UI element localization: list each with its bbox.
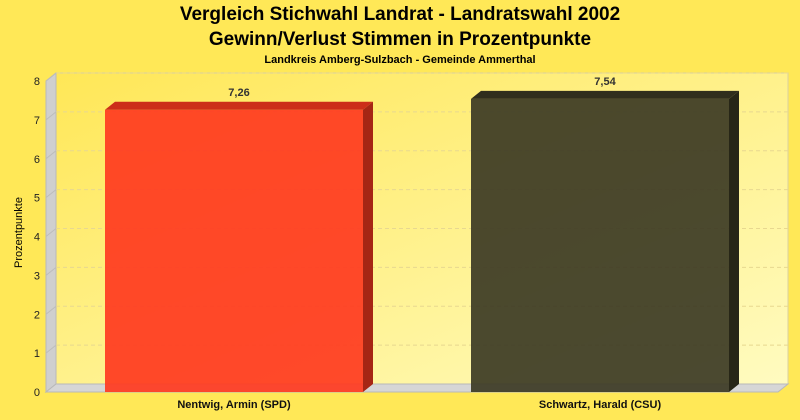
- gridline-side: [45, 344, 57, 354]
- x-tick-label: Nentwig, Armin (SPD): [177, 399, 291, 411]
- gridline-side: [45, 305, 57, 315]
- y-tick-label: 3: [34, 270, 40, 282]
- chart-title: Vergleich Stichwahl Landrat - Landratswa…: [179, 4, 621, 25]
- bar-side: [363, 101, 373, 392]
- y-tick-label: 0: [34, 387, 40, 399]
- chart-subtitle: Landkreis Amberg-Sulzbach - Gemeinde Amm…: [264, 54, 536, 66]
- data-label: 7,54: [594, 76, 616, 88]
- y-tick-label: 2: [34, 309, 40, 321]
- x-tick-label: Schwartz, Harald (CSU): [539, 399, 662, 411]
- y-tick-label: 8: [34, 76, 40, 88]
- bar-side: [729, 90, 739, 392]
- gridline-side: [45, 266, 57, 276]
- data-label: 7,26: [228, 87, 249, 99]
- y-tick-label: 5: [34, 193, 40, 205]
- gridline-side: [45, 72, 57, 82]
- bar-top: [471, 90, 739, 99]
- bar: [105, 109, 363, 392]
- gridline-side: [45, 228, 57, 237]
- y-tick-label: 1: [34, 348, 40, 360]
- gridline-side: [45, 189, 57, 199]
- y-axis-title: Prozentpunkte: [13, 197, 25, 268]
- bar-top: [105, 101, 373, 110]
- y-tick-label: 4: [34, 232, 40, 244]
- chart-title-line-2: Gewinn/Verlust Stimmen in Prozentpunkte: [208, 29, 592, 50]
- y-tick-label: 7: [34, 115, 40, 127]
- gridline-side: [45, 150, 57, 160]
- gridline-side: [45, 111, 57, 121]
- bar: [471, 98, 729, 392]
- y-tick-label: 6: [34, 154, 40, 166]
